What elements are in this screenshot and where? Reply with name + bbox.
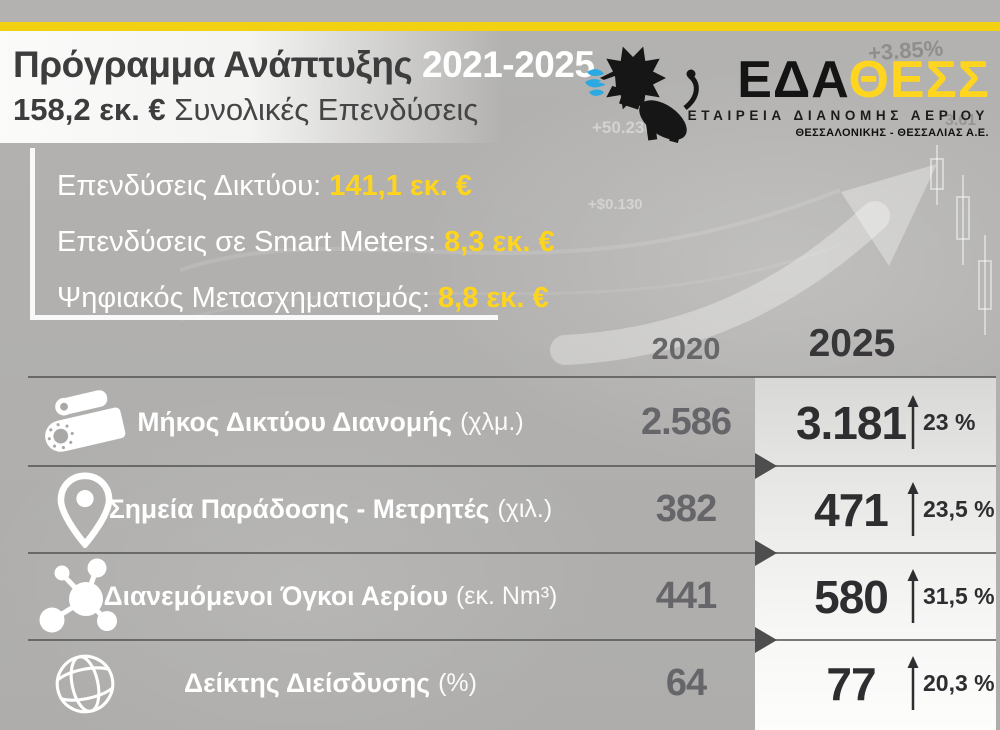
- growth-arrow-decoration: [550, 164, 937, 365]
- row-separator: [28, 376, 996, 378]
- logo-wordmark-yellow: ΘΕΣΣ: [848, 51, 990, 109]
- logo-wordmark-black: ΕΔΑ: [737, 51, 849, 109]
- change-percent: 31,5 %: [923, 583, 995, 609]
- top-accent-bar: [0, 22, 1000, 31]
- logo-tagline: ΕΤΑΙΡΕΙΑ ΔΙΑΝΟΜΗΣ ΑΕΡΙΟΥ: [687, 108, 989, 123]
- row-marker-triangle: [755, 627, 777, 653]
- globe-icon: [34, 640, 136, 727]
- row-separator: [28, 552, 996, 554]
- row-label: Δείκτης Διείσδυσης (%): [103, 640, 558, 727]
- row-unit: (%): [438, 669, 477, 697]
- page-subtitle: 158,2 εκ. € Συνολικές Επενδύσεις: [13, 92, 478, 128]
- change-percent: 23 %: [923, 409, 976, 435]
- up-arrow-icon: [907, 655, 919, 710]
- row-label: Διανεμόμενοι Όγκοι Αερίου (εκ. Nm³): [103, 553, 558, 640]
- change-percent: 23,5 %: [923, 496, 995, 522]
- row-unit: (χλμ.): [460, 408, 524, 436]
- candlestick-decoration: [930, 145, 992, 335]
- row-marker-triangle: [755, 453, 777, 479]
- change-indicator: 23,5 %: [906, 466, 998, 553]
- value-2025: 77: [826, 657, 876, 710]
- header-highlight: [0, 31, 600, 143]
- table-row: Μήκος Δικτύου Διανομής (χλμ.) 2.586 3.18…: [0, 379, 1000, 466]
- lion-logo-icon: [585, 46, 699, 143]
- investment-label: Ψηφιακός Μετασχηματισμός:: [57, 282, 430, 314]
- investment-value: 141,1 εκ. €: [329, 170, 473, 202]
- row-unit: (εκ. Nm³): [455, 582, 558, 610]
- subtitle-text: Συνολικές Επενδύσεις: [174, 92, 479, 127]
- row-metric: Δείκτης Διείσδυσης: [184, 668, 431, 698]
- pipeline-icon: [34, 379, 136, 466]
- title-period: 2021-2025: [422, 44, 595, 85]
- row-marker-triangle: [755, 540, 777, 566]
- row-metric: Μήκος Δικτύου Διανομής: [137, 407, 453, 437]
- change-indicator: 23 %: [906, 379, 998, 466]
- row-separator: [28, 639, 996, 641]
- page-title: Πρόγραμμα Ανάπτυξης 2021-2025: [13, 44, 595, 86]
- value-2020: 64: [665, 662, 707, 704]
- change-percent: 20,3 %: [923, 670, 995, 696]
- company-logo: ΕΔΑΘΕΣΣ ΕΤΑΙΡΕΙΑ ΔΙΑΝΟΜΗΣ ΑΕΡΙΟΥ ΘΕΣΣΑΛΟ…: [575, 34, 993, 146]
- logo-subtagline: ΘΕΣΣΑΛΟΝΙΚΗΣ - ΘΕΣΣΑΛΙΑΣ Α.Ε.: [795, 127, 989, 139]
- table-row: Σημεία Παράδοσης - Μετρητές (χιλ.) 382 4…: [0, 466, 1000, 553]
- value-2025: 580: [814, 570, 889, 623]
- location-pin-icon: [34, 466, 136, 553]
- molecule-icon: [34, 553, 136, 640]
- column-header-2025: 2025: [808, 322, 896, 365]
- value-2025: 3.181: [795, 396, 907, 449]
- value-2025: 471: [814, 483, 889, 536]
- row-unit: (χιλ.): [497, 495, 553, 523]
- table-row: Δείκτης Διείσδυσης (%) 64 77 20,3 %: [0, 640, 1000, 730]
- investment-value: 8,8 εκ. €: [438, 282, 549, 314]
- change-indicator: 20,3 %: [906, 640, 998, 727]
- row-label: Μήκος Δικτύου Διανομής (χλμ.): [103, 379, 558, 466]
- up-arrow-icon: [907, 568, 919, 623]
- up-arrow-icon: [907, 394, 919, 449]
- value-2020: 2.586: [640, 401, 732, 443]
- investment-label: Επενδύσεις Δικτύου:: [57, 170, 322, 202]
- flame-icon: [585, 69, 605, 96]
- investment-line: Επενδύσεις σε Smart Meters: 8,3 εκ. €: [57, 214, 555, 270]
- row-label: Σημεία Παράδοσης - Μετρητές (χιλ.): [103, 466, 558, 553]
- logo-wordmark: ΕΔΑΘΕΣΣ: [737, 50, 990, 110]
- subtitle-amount: 158,2 εκ. €: [13, 92, 166, 127]
- value-2020: 382: [655, 488, 717, 530]
- investment-line: Επενδύσεις Δικτύου: 141,1 εκ. €: [57, 158, 498, 214]
- investment-value: 8,3 εκ. €: [444, 226, 555, 258]
- row-separator: [28, 465, 996, 467]
- table-row: Διανεμόμενοι Όγκοι Αερίου (εκ. Nm³) 441 …: [0, 553, 1000, 640]
- value-2020: 441: [655, 575, 717, 617]
- investments-panel: Επενδύσεις Δικτύου: 141,1 εκ. € Επενδύσε…: [30, 148, 555, 320]
- investment-line: Ψηφιακός Μετασχηματισμός: 8,8 εκ. €: [57, 270, 549, 326]
- title-text: Πρόγραμμα Ανάπτυξης: [13, 44, 413, 85]
- investment-label: Επενδύσεις σε Smart Meters:: [57, 226, 437, 258]
- column-header-2020: 2020: [651, 331, 721, 366]
- change-indicator: 31,5 %: [906, 553, 998, 640]
- background-ticker-text: +$0.130: [588, 196, 643, 213]
- up-arrow-icon: [907, 481, 919, 536]
- row-metric: Σημεία Παράδοσης - Μετρητές: [108, 494, 490, 524]
- row-metric: Διανεμόμενοι Όγκοι Αερίου: [103, 581, 448, 611]
